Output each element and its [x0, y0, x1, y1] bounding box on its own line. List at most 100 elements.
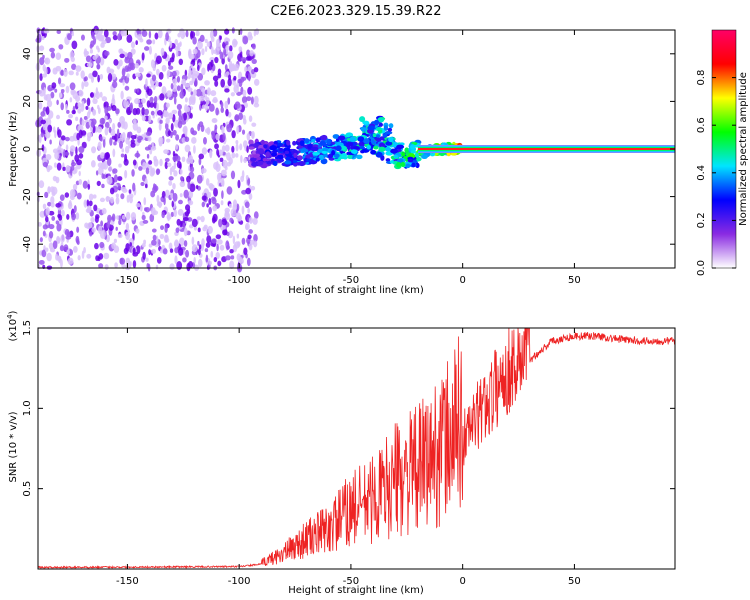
- noise-speck: [43, 87, 46, 96]
- noise-speck: [123, 121, 128, 130]
- noise-speck: [173, 209, 178, 218]
- noise-speck: [119, 140, 124, 149]
- noise-speck: [111, 213, 116, 222]
- noise-speck: [151, 248, 157, 254]
- noise-speck: [146, 73, 151, 78]
- noise-speck: [125, 222, 130, 231]
- signal-blob: [415, 162, 420, 169]
- noise-speck: [177, 247, 184, 256]
- signal-blob: [349, 136, 357, 143]
- noise-speck: [248, 115, 253, 123]
- noise-speck: [83, 246, 86, 254]
- noise-speck: [144, 108, 150, 116]
- noise-speck: [41, 35, 45, 41]
- noise-speck: [191, 137, 197, 144]
- noise-speck: [172, 129, 177, 136]
- noise-speck: [81, 119, 85, 126]
- noise-speck: [212, 49, 217, 54]
- signal-blob: [373, 145, 379, 150]
- noise-speck: [148, 160, 153, 165]
- signal-blob: [331, 150, 336, 156]
- noise-speck: [100, 152, 105, 159]
- noise-speck: [237, 214, 242, 222]
- noise-speck: [198, 244, 202, 250]
- noise-speck: [104, 121, 110, 129]
- snr-x-label: Height of straight line (km): [288, 585, 424, 596]
- noise-speck: [217, 68, 222, 76]
- signal-blob: [266, 160, 272, 165]
- noise-speck: [76, 159, 83, 166]
- noise-speck: [121, 132, 126, 141]
- noise-speck: [76, 192, 82, 200]
- noise-speck: [155, 55, 162, 64]
- noise-speck: [183, 112, 188, 121]
- noise-speck: [204, 103, 209, 111]
- noise-speck: [170, 211, 174, 218]
- noise-speck: [155, 80, 159, 87]
- signal-blob: [310, 146, 319, 152]
- noise-speck: [248, 216, 253, 224]
- noise-speck: [162, 248, 168, 255]
- noise-speck: [180, 34, 185, 39]
- noise-speck: [144, 183, 148, 189]
- signal-track: [248, 115, 675, 170]
- noise-speck: [168, 176, 174, 181]
- noise-speck: [173, 240, 180, 248]
- noise-speck: [81, 100, 85, 107]
- noise-speck: [210, 130, 216, 136]
- noise-speck: [95, 87, 99, 96]
- noise-speck: [154, 32, 159, 40]
- y-tick-label: -40: [22, 236, 33, 252]
- noise-speck: [112, 123, 116, 131]
- noise-speck: [188, 190, 194, 199]
- noise-speck: [242, 140, 248, 149]
- noise-speck: [174, 246, 179, 254]
- noise-speck: [253, 234, 258, 243]
- noise-speck: [151, 74, 157, 82]
- noise-speck: [112, 148, 116, 158]
- noise-speck: [92, 194, 97, 199]
- noise-speck: [141, 107, 145, 116]
- colorbar-tick-label: 0.8: [696, 70, 707, 86]
- noise-speck: [171, 70, 177, 78]
- noise-speck: [56, 146, 62, 154]
- noise-speck: [130, 211, 137, 221]
- noise-speck: [80, 70, 85, 79]
- noise-speck: [71, 40, 78, 50]
- noise-speck: [66, 249, 70, 255]
- noise-speck: [71, 159, 75, 165]
- noise-speck: [69, 145, 76, 153]
- colorbar: 0.0 0.2 0.4 0.6 0.8 Normalized spectral ampl…: [696, 29, 749, 276]
- noise-speck: [229, 217, 234, 223]
- noise-speck: [89, 92, 94, 98]
- noise-speck: [70, 168, 73, 176]
- noise-speck: [48, 231, 54, 239]
- signal-blob: [400, 161, 405, 167]
- noise-speck: [183, 125, 188, 135]
- noise-speck: [235, 143, 239, 152]
- noise-speck: [218, 149, 224, 156]
- noise-speck: [77, 102, 82, 108]
- noise-speck: [86, 62, 93, 68]
- noise-speck: [247, 34, 253, 41]
- noise-speck: [75, 146, 78, 156]
- noise-speck: [66, 119, 73, 126]
- signal-blob: [411, 162, 416, 168]
- noise-speck: [169, 263, 175, 271]
- noise-speck: [75, 71, 79, 76]
- noise-speck: [197, 123, 201, 132]
- signal-blob: [286, 140, 291, 146]
- noise-speck: [179, 168, 183, 175]
- noise-speck: [60, 88, 65, 94]
- noise-speck: [149, 102, 155, 108]
- noise-speck: [107, 73, 113, 82]
- noise-speck: [62, 166, 66, 171]
- noise-speck: [245, 222, 250, 231]
- noise-speck: [71, 31, 75, 37]
- colorbar-tick-label: 0.6: [696, 117, 707, 133]
- noise-speck: [122, 79, 125, 86]
- noise-speck: [119, 116, 126, 125]
- noise-speck: [68, 113, 74, 119]
- noise-speck: [164, 189, 170, 198]
- noise-speck: [66, 231, 71, 238]
